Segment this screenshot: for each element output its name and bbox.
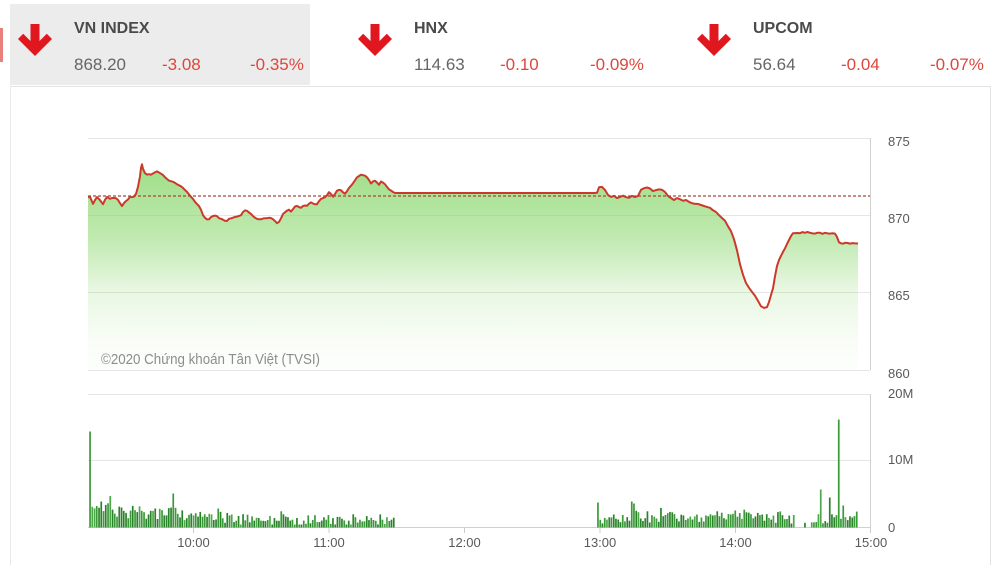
- svg-text:860: 860: [888, 366, 910, 381]
- svg-text:©2020 Chứng khoán Tân Việt (TV: ©2020 Chứng khoán Tân Việt (TVSI): [101, 351, 320, 368]
- svg-text:865: 865: [888, 288, 910, 303]
- svg-text:875: 875: [888, 134, 910, 149]
- svg-text:13:00: 13:00: [584, 535, 617, 550]
- svg-text:0: 0: [888, 520, 895, 535]
- svg-text:14:00: 14:00: [719, 535, 752, 550]
- svg-text:10:00: 10:00: [177, 535, 210, 550]
- svg-text:20M: 20M: [888, 386, 913, 401]
- svg-text:10M: 10M: [888, 452, 913, 467]
- svg-text:11:00: 11:00: [313, 535, 345, 550]
- svg-text:870: 870: [888, 211, 910, 226]
- svg-text:12:00: 12:00: [448, 535, 481, 550]
- svg-text:15:00: 15:00: [855, 535, 888, 550]
